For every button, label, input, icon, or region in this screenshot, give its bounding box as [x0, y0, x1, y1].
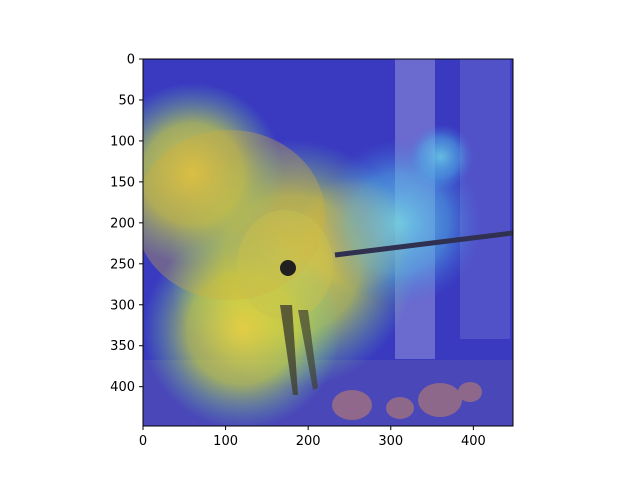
food-crumbs — [332, 382, 482, 420]
y-tick-label: 50 — [118, 93, 135, 108]
y-tick-label: 300 — [110, 298, 135, 313]
x-tick-label: 100 — [213, 434, 238, 449]
y-tick-label: 0 — [127, 53, 135, 68]
heatmap-image — [143, 59, 513, 426]
heatmap-hotspot — [316, 140, 482, 306]
x-tick-label: 400 — [461, 434, 486, 449]
y-tick-label: 350 — [110, 339, 135, 354]
y-tick-label: 100 — [110, 134, 135, 149]
stick — [334, 230, 513, 258]
x-tick-label: 0 — [139, 434, 147, 449]
y-tick-label: 250 — [110, 257, 135, 272]
heatmap-hotspot — [143, 82, 284, 265]
bird-eye — [280, 260, 296, 276]
bird-body — [143, 130, 325, 300]
x-tick-label: 200 — [296, 434, 321, 449]
y-tick-label: 200 — [110, 216, 135, 231]
axes-frame — [142, 58, 514, 427]
y-tick-label: 400 — [110, 380, 135, 395]
y-axis: 0 50 100 150 200 250 300 350 400 — [110, 53, 143, 395]
bird-beak — [298, 310, 318, 390]
y-tick-label: 150 — [110, 175, 135, 190]
x-tick-label: 300 — [378, 434, 403, 449]
x-axis: 0 100 200 300 400 — [139, 426, 486, 449]
bird-beak — [280, 305, 298, 395]
